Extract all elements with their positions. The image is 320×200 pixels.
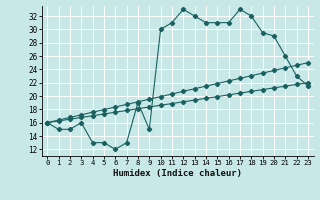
X-axis label: Humidex (Indice chaleur): Humidex (Indice chaleur) (113, 169, 242, 178)
